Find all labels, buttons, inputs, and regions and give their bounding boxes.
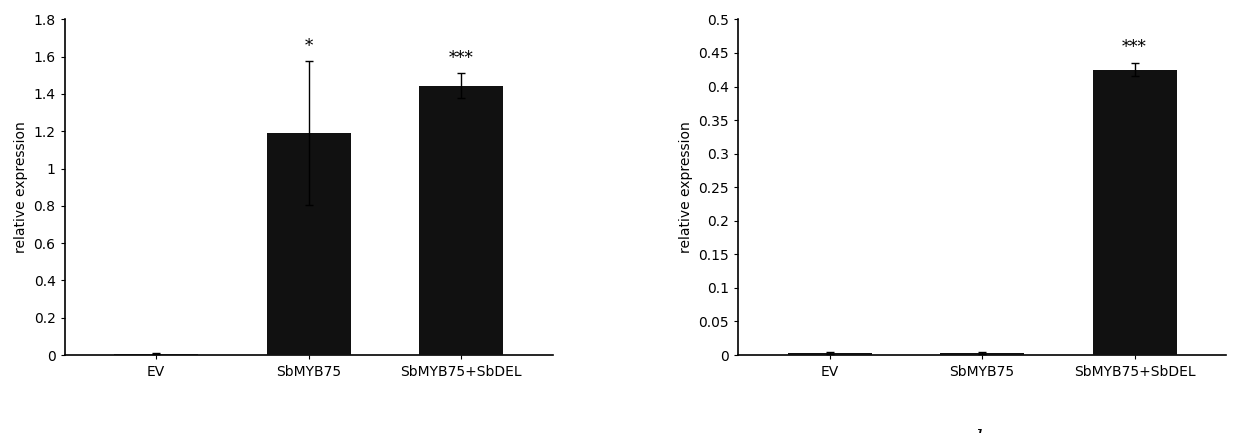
Text: ***: *** [1122,39,1147,56]
Y-axis label: relative expression: relative expression [14,121,27,253]
Bar [787,353,872,355]
Bar [419,86,503,355]
Text: a: a [303,429,315,433]
Y-axis label: relative expression: relative expression [678,121,693,253]
Bar [267,133,351,355]
Bar [940,353,1024,355]
Bar [114,354,198,355]
Bar [1092,70,1177,355]
Text: ***: *** [449,50,474,67]
Text: *: * [305,38,312,55]
Text: b: b [976,429,988,433]
